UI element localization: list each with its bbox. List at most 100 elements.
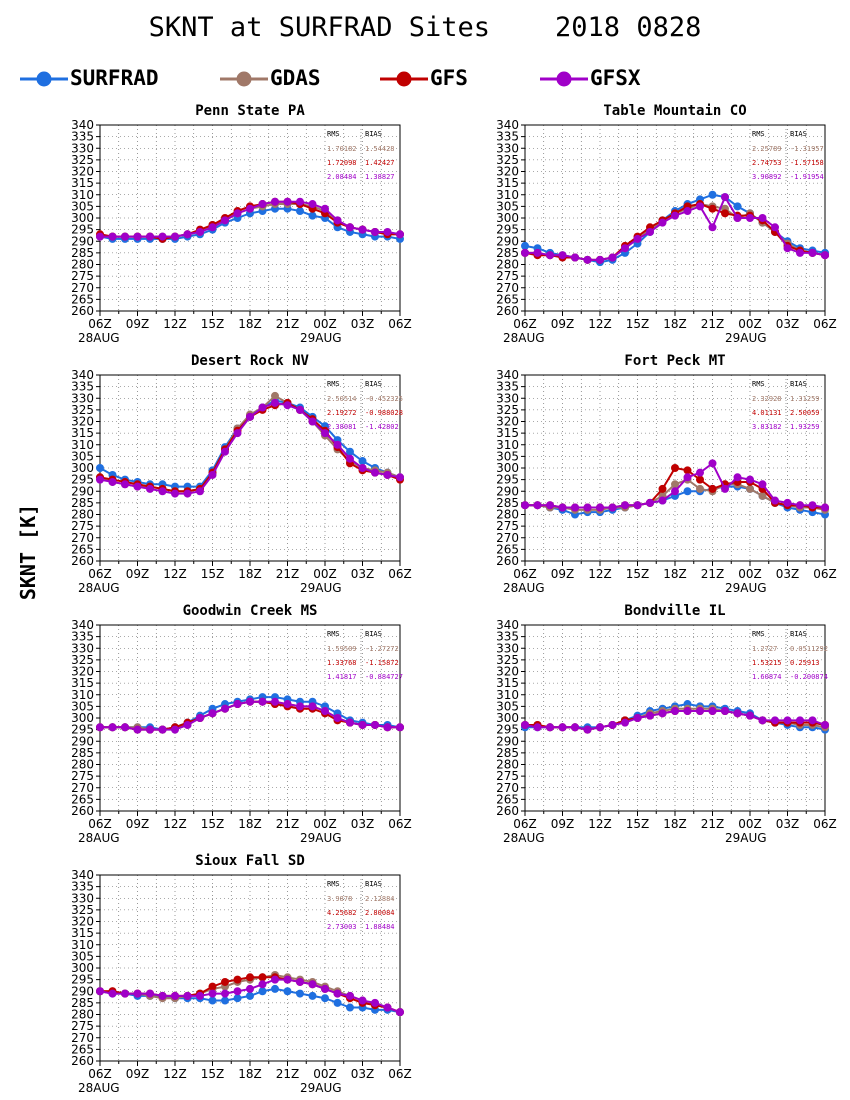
x-tick-label: 03Z [776, 817, 800, 831]
legend-item-surfrad: SURFRAD [18, 66, 188, 92]
x-tick-label: 00Z [738, 317, 762, 331]
y-tick-label: 330 [71, 391, 94, 405]
x-tick-label: 03Z [776, 567, 800, 581]
data-point-gfsx [346, 223, 354, 232]
data-point-gfsx [583, 503, 592, 512]
data-point-gfsx [821, 251, 829, 260]
data-point-surfrad [346, 1003, 354, 1012]
x-tick-label: 21Z [276, 317, 300, 331]
data-point-gfsx [308, 417, 317, 426]
data-point-gfsx [571, 723, 579, 732]
data-point-gfsx [96, 232, 104, 241]
data-point-gfsx [271, 398, 279, 407]
y-tick-label: 325 [496, 153, 519, 167]
y-tick-label: 260 [496, 304, 519, 318]
data-point-gfsx [283, 401, 292, 410]
stats-rms-gfsx: 1.60874 [752, 673, 782, 681]
data-point-surfrad [308, 211, 317, 220]
data-point-gfsx [696, 202, 704, 211]
data-point-gfsx [383, 723, 392, 732]
data-point-gfs [233, 975, 242, 984]
data-point-gfsx [133, 989, 142, 998]
data-point-gfsx [558, 723, 567, 732]
data-point-gfsx [171, 489, 179, 498]
stats-header-bias: BIAS [365, 130, 382, 138]
stats-bias-gfsx: -1.91954 [790, 173, 824, 181]
data-point-gfsx [733, 214, 742, 222]
data-point-gfsx [196, 714, 204, 722]
x-tick-label: 18Z [238, 567, 262, 581]
x-tick-label: 12Z [588, 817, 612, 831]
x-tick-label: 06Z [388, 567, 412, 581]
x-date-label: 29AUG [725, 831, 767, 845]
data-point-gfsx [633, 501, 642, 510]
stats-header-rms: RMS [327, 380, 340, 388]
y-tick-label: 330 [496, 141, 519, 155]
data-point-gfsx [583, 255, 592, 264]
y-tick-label: 260 [71, 804, 94, 818]
stats-rms-gdas: 1.70182 [327, 145, 357, 153]
legend-item-gfsx: GFSX [538, 66, 678, 92]
y-tick-label: 275 [71, 269, 94, 283]
data-point-gfsx [333, 989, 342, 998]
y-tick-label: 295 [496, 473, 519, 487]
panel-frame [99, 124, 401, 312]
data-point-gfsx [371, 468, 379, 477]
data-point-gfsx [371, 998, 379, 1007]
y-tick-label: 305 [496, 449, 519, 463]
data-point-gfs [721, 209, 729, 218]
data-point-surfrad [308, 991, 317, 1000]
stats-rms-gfsx: 2.08484 [327, 173, 357, 181]
stats-rms-gdas: 1.2727 [752, 645, 777, 653]
panel-frame [99, 874, 401, 1062]
x-tick-label: 00Z [738, 817, 762, 831]
data-point-gfsx [258, 697, 267, 706]
y-tick-label: 315 [71, 926, 94, 940]
data-point-gfsx [758, 480, 767, 489]
y-tick-label: 300 [71, 211, 94, 225]
x-tick-label: 21Z [276, 567, 300, 581]
y-tick-label: 265 [71, 792, 94, 806]
data-point-surfrad [683, 487, 692, 496]
data-point-gfsx [621, 244, 629, 253]
x-tick-label: 15Z [201, 817, 225, 831]
data-point-surfrad [246, 991, 254, 1000]
x-tick-label: 15Z [201, 317, 225, 331]
x-tick-label: 06Z [88, 317, 112, 331]
y-tick-label: 285 [71, 246, 94, 260]
y-tick-label: 300 [71, 961, 94, 975]
data-point-gfsx [258, 980, 267, 989]
legend-label-gfsx: GFSX [590, 66, 641, 90]
data-point-gfsx [746, 214, 754, 222]
data-point-gfsx [608, 720, 617, 729]
y-tick-label: 300 [71, 461, 94, 475]
data-point-gfsx [296, 977, 304, 986]
data-point-surfrad [221, 996, 229, 1005]
y-tick-label: 310 [71, 688, 94, 702]
data-point-gfsx [233, 209, 242, 218]
x-tick-label: 03Z [351, 817, 375, 831]
y-tick-label: 260 [71, 304, 94, 318]
y-tick-label: 340 [71, 868, 94, 882]
data-point-gfsx [696, 707, 704, 716]
panel-bondville-il: Bondville IL2602652702752802852902953003… [496, 603, 837, 845]
data-point-gfsx [171, 232, 179, 241]
data-point-gfsx [808, 501, 817, 510]
x-date-label: 28AUG [503, 581, 545, 595]
data-point-gfsx [671, 707, 679, 716]
panel-table-mountain-co: Table Mountain CO26026527027528028529029… [496, 103, 837, 345]
x-tick-label: 12Z [163, 1067, 187, 1081]
data-point-gfsx [208, 223, 217, 232]
y-tick-label: 330 [496, 641, 519, 655]
legend-label-gfs: GFS [430, 66, 468, 90]
data-point-gfsx [346, 718, 354, 727]
stats-header-rms: RMS [327, 630, 340, 638]
data-point-gfsx [158, 232, 167, 241]
stats-rms-gfs: 1.33768 [327, 659, 357, 667]
stats-header-bias: BIAS [790, 630, 807, 638]
stats-rms-gdas: 2.25789 [752, 145, 782, 153]
x-tick-label: 12Z [588, 317, 612, 331]
panel-title: Desert Rock NV [191, 353, 310, 369]
y-tick-label: 310 [71, 188, 94, 202]
y-tick-label: 325 [496, 653, 519, 667]
